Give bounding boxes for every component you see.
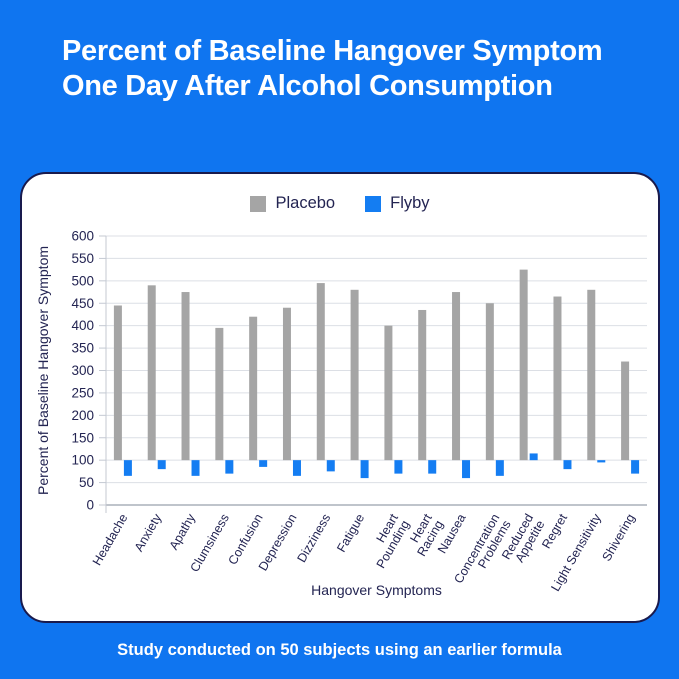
x-tick-label: Shivering [600, 511, 638, 563]
x-tick-label: HeartPounding [362, 511, 412, 571]
placebo-bar [621, 361, 630, 461]
x-tick-label: Anxiety [132, 511, 165, 554]
y-tick-label: 350 [71, 341, 94, 356]
legend-label-flyby: Flyby [390, 194, 430, 212]
x-tick-label: Fatigue [334, 511, 367, 554]
page-title: Percent of Baseline Hangover Symptom One… [62, 35, 603, 102]
placebo-bar [147, 285, 156, 461]
x-tick-label: Dizziness [295, 512, 334, 565]
flyby-bar [495, 460, 504, 476]
flyby-bar [360, 460, 369, 479]
flyby-bar [157, 460, 166, 470]
y-tick-label: 600 [71, 229, 94, 244]
placebo-bar [587, 289, 596, 461]
flyby-bar [191, 460, 200, 476]
y-tick-label: 550 [71, 251, 94, 266]
placebo-bar [181, 292, 190, 461]
flyby-bar [123, 460, 132, 476]
y-tick-label: 150 [71, 430, 94, 445]
placebo-bar [485, 303, 494, 461]
flyby-bar [462, 460, 471, 479]
y-tick-label: 100 [71, 453, 94, 468]
placebo-bar [249, 316, 258, 461]
placebo-bar [418, 309, 427, 461]
y-axis-title: Percent of Baseline Hangover Symptom [35, 246, 51, 495]
flyby-bar [428, 460, 437, 474]
placebo-bar [113, 305, 122, 461]
bar-chart: 0 50 100 150 200 250 300 350 400 450 500 550 600 Head… [35, 229, 647, 598]
x-tick-label: ReducedAppetite [499, 511, 547, 568]
placebo-bar [553, 296, 562, 461]
x-tick-label: Apathy [167, 511, 199, 552]
chart-card: Placebo Flyby 0 50 100 150 200 250 300 350 400 45… [20, 172, 660, 623]
flyby-bar [326, 460, 335, 472]
legend-label-placebo: Placebo [275, 194, 336, 212]
y-tick-label: 0 [86, 498, 94, 513]
placebo-bar [282, 307, 291, 461]
y-tick-label: 250 [71, 385, 94, 400]
flyby-bar [529, 453, 538, 461]
placebo-bar [316, 283, 325, 461]
placebo-bar [384, 325, 393, 461]
y-tick-label: 300 [71, 363, 94, 378]
flyby-bar [259, 460, 268, 467]
flyby-swatch-icon [365, 195, 382, 212]
placebo-bar [350, 289, 359, 461]
placebo-bar [452, 292, 461, 461]
y-tick-label: 400 [71, 318, 94, 333]
study-note: Study conducted on 50 subjects using an … [117, 641, 562, 659]
flyby-bar [225, 460, 234, 474]
legend-item-flyby: Flyby [365, 194, 430, 213]
y-tick-label: 200 [71, 408, 94, 423]
placebo-bar [215, 327, 224, 461]
placebo-swatch-icon [250, 195, 267, 212]
flyby-bar [597, 460, 606, 463]
y-tick-label: 500 [71, 273, 94, 288]
y-tick-label: 450 [71, 296, 94, 311]
placebo-bar [519, 269, 528, 461]
chart-legend: Placebo Flyby [22, 194, 658, 213]
flyby-bar [394, 460, 403, 474]
x-axis-title: Hangover Symptoms [311, 582, 442, 598]
flyby-bar [292, 460, 301, 476]
flyby-bar [631, 460, 640, 474]
flyby-bar [563, 460, 572, 470]
y-tick-label: 50 [79, 475, 94, 490]
x-tick-label: Headache [90, 511, 131, 567]
legend-item-placebo: Placebo [250, 194, 335, 213]
